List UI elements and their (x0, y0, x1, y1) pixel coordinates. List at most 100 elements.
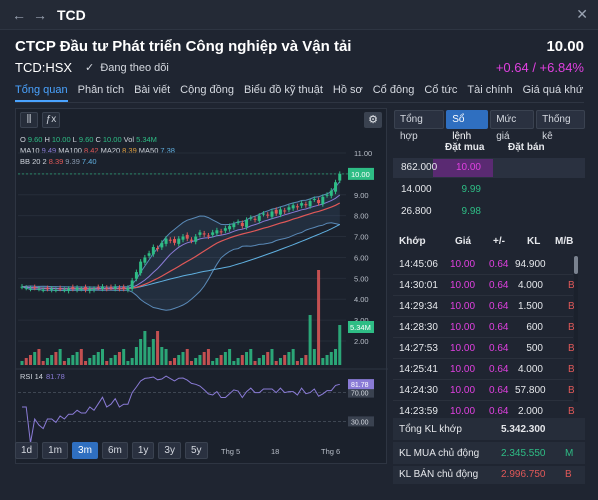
volume-bar (79, 349, 83, 365)
trade-side: B (568, 385, 575, 396)
volume-bar (295, 361, 299, 365)
range-6m-button[interactable]: 6m (101, 442, 128, 459)
right-tab-3[interactable]: Thống kê (536, 110, 585, 142)
rsi-value: 81.78 (46, 372, 65, 381)
trade-price: 10.00 (450, 259, 476, 270)
trade-vol: 600 (526, 322, 543, 333)
candle (96, 287, 100, 289)
bollinger-upper-line (21, 181, 341, 288)
candle (134, 272, 138, 279)
range-1d-button[interactable]: 1d (15, 442, 39, 459)
volume-bar (194, 358, 198, 365)
trade-price: 10.00 (450, 406, 476, 417)
volume-bar (33, 352, 37, 365)
forward-arrow-icon[interactable]: → (33, 7, 47, 23)
trade-time: 14:45:06 (399, 259, 438, 270)
right-tabs: Tổng hợp Sổ lệnh Mức giá Thống kê (394, 110, 585, 142)
candle (334, 182, 338, 192)
right-tab-2[interactable]: Mức giá (490, 110, 535, 142)
trade-side: B (568, 280, 575, 291)
trades-col-header: M/B (555, 236, 574, 247)
tab-4[interactable]: Biểu đồ kỹ thuật (244, 84, 323, 96)
legend-value: 9.60 (78, 135, 94, 144)
candle (249, 217, 253, 219)
volume-bar (211, 361, 215, 365)
price-chart[interactable]: 11.00 10.00 9.00 8.00 7.00 6.00 5.00 4.00 3.00 2.… (16, 109, 388, 443)
trades-col-header: +/- (493, 236, 505, 247)
legend-value: 7.38 (160, 146, 175, 155)
window-title: TCD (57, 7, 86, 23)
tab-1[interactable]: Phân tích (77, 84, 125, 96)
candle (198, 232, 202, 235)
candle (20, 286, 24, 288)
volume-bar (249, 349, 253, 365)
candle (308, 201, 312, 207)
volume-bar (54, 352, 58, 365)
trade-row: 14:24:30 10.00 0.64 57.800 B (393, 380, 575, 401)
right-tab-1[interactable]: Sổ lệnh (446, 110, 489, 142)
trade-time: 14:24:30 (399, 385, 438, 396)
candle (75, 287, 79, 290)
back-arrow-icon[interactable]: ← (12, 7, 26, 23)
trade-price: 10.00 (450, 343, 476, 354)
rsi-axis-label: 70.00 (351, 391, 369, 398)
candle (139, 261, 143, 274)
candle (270, 211, 274, 217)
bid-volume: 26.800 (401, 206, 432, 217)
trade-time: 14:27:53 (399, 343, 438, 354)
candle (28, 288, 32, 290)
trade-chg: 0.64 (489, 385, 509, 396)
range-1m-button[interactable]: 1m (42, 442, 69, 459)
trade-side: B (568, 364, 575, 375)
tab-2[interactable]: Bài viết (134, 84, 171, 96)
tab-9[interactable]: Giá quá khứ (522, 84, 584, 96)
volume-bar (334, 349, 338, 365)
candle (206, 235, 210, 237)
legend-value: 10.00 (51, 135, 71, 144)
volume-bar (164, 349, 168, 365)
summary-total: Tổng KL khớp 5.342.300 (393, 418, 585, 440)
range-3y-button[interactable]: 3y (158, 442, 181, 459)
close-icon[interactable]: ✕ (576, 6, 588, 22)
total-value: 5.342.300 (501, 424, 546, 435)
volume-bar (266, 352, 270, 365)
volume-bar (173, 358, 177, 365)
range-5y-button[interactable]: 5y (184, 442, 208, 459)
volume-bar (189, 361, 193, 365)
volume-bar (67, 358, 71, 365)
candle-type-icon[interactable]: ⫼ (20, 112, 38, 128)
volume-bar (329, 352, 333, 365)
follow-button[interactable]: ✓ Đang theo dõi (85, 61, 169, 74)
volume-bar (245, 352, 249, 365)
settings-gear-icon[interactable]: ⚙ (364, 112, 382, 128)
indicator-fx-icon[interactable]: ƒx (42, 112, 60, 128)
tab-5[interactable]: Hồ sơ (332, 84, 363, 96)
volume-bar (105, 361, 109, 365)
tab-8[interactable]: Tài chính (467, 84, 513, 96)
range-3m-button[interactable]: 3m (72, 442, 98, 459)
volume-bar (308, 315, 312, 365)
trade-side: B (568, 301, 575, 312)
candle (215, 230, 219, 234)
volume-bar (262, 355, 265, 365)
trade-chg: 0.64 (489, 259, 509, 270)
summary-sell: KL BÁN chủ động 2.996.750 B (393, 466, 585, 484)
range-1y-button[interactable]: 1y (131, 442, 155, 459)
legend-key: O (20, 135, 26, 144)
price-axis-label: 8.00 (354, 212, 369, 221)
trades-scrollbar[interactable] (574, 256, 578, 274)
trade-price: 10.00 (450, 280, 476, 291)
tab-0[interactable]: Tổng quan (15, 84, 68, 102)
volume-bar (50, 355, 54, 365)
sell-value: 2.996.750 (501, 469, 546, 480)
trade-side: B (568, 322, 575, 333)
tab-3[interactable]: Cộng đồng (180, 84, 234, 96)
tab-7[interactable]: Cổ tức (424, 84, 458, 96)
legend-key: L (72, 135, 77, 144)
trade-time: 14:28:30 (399, 322, 438, 333)
legend-value: 8.42 (83, 146, 99, 155)
trades-scroll-track[interactable] (574, 254, 578, 402)
top-bar: ← → TCD ✕ (0, 0, 598, 30)
tab-6[interactable]: Cổ đông (372, 84, 415, 96)
right-tab-0[interactable]: Tổng hợp (394, 110, 445, 142)
